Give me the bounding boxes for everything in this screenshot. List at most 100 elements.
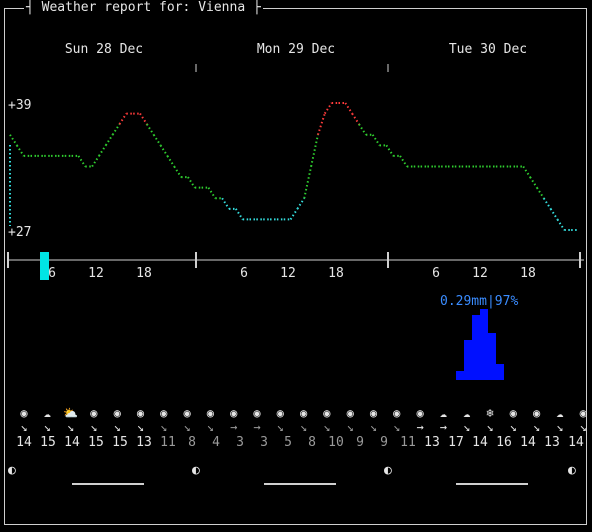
temperature-segment — [77, 155, 87, 168]
temperature-segment — [399, 155, 408, 168]
wind-arrow-east-icon: → — [439, 420, 447, 434]
wind-speed: 11 — [160, 435, 176, 450]
partly-cloudy-icon: ⛅ — [63, 406, 79, 420]
temperature-segment — [111, 123, 121, 136]
temperature-segment — [166, 155, 176, 168]
wind-speed: 13 — [544, 435, 560, 450]
x-tick-label: 18 — [520, 266, 536, 281]
wind-arrow-southeast-icon: ↘ — [113, 420, 121, 434]
temperature-segment — [385, 144, 395, 157]
daylight-bar-2 — [264, 483, 336, 485]
precipitation-bar — [472, 315, 480, 380]
sun-icon: ◉ — [509, 406, 517, 420]
sun-icon: ◉ — [393, 406, 401, 420]
temperature-segment — [351, 113, 360, 125]
precipitation-bar — [480, 309, 488, 380]
daylight-bar-3 — [456, 483, 528, 485]
wind-arrow-southeast-icon: ↘ — [532, 420, 541, 434]
temperature-segment — [358, 123, 367, 136]
wind-speed: 8 — [308, 435, 316, 450]
wind-speed: 14 — [472, 435, 488, 450]
sun-icon: ◉ — [230, 406, 238, 420]
temperature-segment — [296, 197, 306, 210]
wind-speed: 14 — [568, 435, 584, 450]
x-tick-label: 18 — [136, 266, 152, 281]
wind-arrow-southeast-icon: ↘ — [369, 420, 378, 434]
sun-icon: ◉ — [276, 406, 284, 420]
temperature-segment — [549, 208, 559, 220]
sun-icon: ◉ — [160, 406, 168, 420]
wind-speed: 16 — [496, 435, 512, 450]
temperature-segment — [221, 197, 230, 210]
wind-arrow-southeast-icon: ↘ — [556, 420, 564, 434]
sun-icon: ◉ — [346, 406, 354, 420]
sun-icon: ◉ — [323, 406, 331, 420]
moon-half-icon: ◐ — [568, 463, 576, 478]
precipitation-bar — [464, 340, 472, 380]
sun-icon: ◉ — [299, 406, 308, 420]
wind-arrow-southeast-icon: ↘ — [299, 420, 308, 434]
wind-speed: 15 — [40, 435, 56, 450]
wind-speed: 8 — [188, 435, 196, 450]
temperature-segment — [16, 144, 25, 157]
temperature-segment — [159, 144, 169, 157]
wind-arrow-southeast-icon: ↘ — [183, 420, 191, 434]
wind-arrow-southeast-icon: ↘ — [160, 420, 168, 434]
sun-icon: ◉ — [369, 406, 378, 420]
wind-speed: 15 — [112, 435, 128, 450]
temperature-segment — [303, 166, 313, 199]
wind-speed: 3 — [260, 435, 268, 450]
temperature-segment — [529, 176, 538, 189]
wind-speed: 14 — [64, 435, 80, 450]
wind-arrow-southeast-icon: ↘ — [90, 420, 98, 434]
sun-icon: ◉ — [206, 406, 214, 420]
wind-speed: 13 — [136, 435, 152, 450]
wind-arrow-southeast-icon: ↘ — [346, 420, 354, 434]
day-label-2: Mon 29 Dec — [256, 42, 336, 57]
temperature-segment — [104, 134, 114, 146]
sun-icon: ◉ — [253, 406, 261, 420]
sun-icon: ◉ — [183, 406, 191, 420]
wind-arrow-east-icon: → — [253, 420, 261, 434]
moon-half-icon: ◐ — [192, 463, 200, 478]
wind-speed: 9 — [380, 435, 388, 450]
temperature-segment — [118, 113, 128, 125]
temperature-segment — [146, 123, 155, 136]
cloud-icon: ☁ — [439, 406, 447, 420]
moon-half-icon: ◐ — [8, 463, 16, 478]
x-tick-label: 18 — [328, 266, 344, 281]
temperature-segment — [91, 155, 100, 168]
daylight-bar-1 — [72, 483, 144, 485]
wind-speed: 5 — [284, 435, 292, 450]
temperature-segment — [98, 144, 107, 157]
precipitation-bar — [496, 364, 504, 380]
temperature-segment — [310, 134, 319, 167]
wind-speed: 14 — [16, 435, 32, 450]
x-tick-label: 6 — [48, 266, 56, 281]
temperature-segment — [536, 187, 545, 199]
temperature-segment — [187, 176, 196, 189]
wind-speed: 17 — [448, 435, 464, 450]
sun-icon: ◉ — [136, 406, 145, 420]
current-time-marker — [40, 252, 49, 280]
temperature-segment — [522, 165, 531, 178]
precipitation-bar — [456, 371, 464, 380]
snowflake-icon: ❄ — [486, 406, 494, 420]
title-text: Weather report for: Vienna — [41, 0, 246, 15]
temperature-segment — [323, 102, 333, 115]
sun-icon: ◉ — [20, 406, 28, 420]
temperature-segment — [317, 113, 326, 136]
wind-speed: 13 — [424, 435, 440, 450]
wind-arrow-southeast-icon: ↘ — [206, 420, 214, 434]
wind-speed: 9 — [356, 435, 364, 450]
wind-arrow-southeast-icon: ↘ — [43, 420, 51, 434]
wind-speed: 15 — [88, 435, 104, 450]
wind-speed: 3 — [236, 435, 244, 450]
wind-arrow-southeast-icon: ↘ — [276, 420, 284, 434]
cloud-icon: ☁ — [43, 406, 51, 420]
wind-arrow-southeast-icon: ↘ — [20, 420, 28, 434]
sun-icon: ◉ — [579, 406, 587, 420]
moon-half-icon: ◐ — [384, 463, 392, 478]
wind-speed: 14 — [520, 435, 536, 450]
